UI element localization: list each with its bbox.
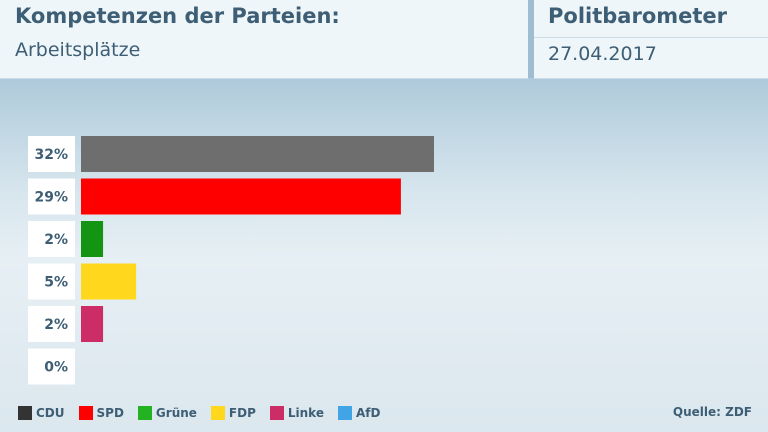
- value-label-cdu: 32%: [34, 147, 68, 163]
- header-divider: [528, 0, 534, 78]
- bar-cdu: [81, 136, 434, 172]
- legend-label-spd: SPD: [96, 406, 124, 420]
- legend-swatch-gr-ne: [137, 406, 152, 420]
- value-label-afd: 0%: [44, 360, 68, 376]
- header-rule: [534, 37, 768, 38]
- survey-date: 27.04.2017: [548, 43, 657, 65]
- legend-swatch-spd: [78, 406, 93, 420]
- bar-fdp: [81, 263, 137, 300]
- bar-spd: [81, 178, 401, 215]
- legend-swatch-cdu: [18, 406, 32, 420]
- legend-swatch-linke: [269, 406, 284, 420]
- bar-linke: [81, 306, 104, 342]
- legend-item-gr-ne: Grüne: [137, 406, 197, 420]
- value-label-fdp: 5%: [44, 275, 68, 291]
- legend-swatch-fdp: [210, 406, 225, 420]
- header-title-panel: Kompetenzen der Parteien: Arbeitsplätze: [0, 0, 528, 79]
- legend-label-afd: AfD: [355, 406, 381, 420]
- value-label-linke: 2%: [44, 317, 68, 333]
- value-label-box-fdp: [28, 263, 75, 300]
- legend-label-fdp: FDP: [228, 406, 256, 420]
- bar-gr-ne: [81, 221, 104, 257]
- legend-item-spd: SPD: [78, 406, 124, 420]
- value-label-gr-ne: 2%: [44, 232, 68, 248]
- legend-item-linke: Linke: [269, 406, 324, 420]
- value-label-spd: 29%: [34, 190, 68, 206]
- chart-subtitle: Arbeitsplätze: [15, 39, 141, 61]
- value-label-box-spd: [28, 178, 75, 215]
- legend-label-cdu: CDU: [36, 406, 65, 420]
- legend-item-afd: AfD: [337, 406, 381, 420]
- legend-label-linke: Linke: [287, 406, 324, 420]
- value-label-box-afd: [28, 348, 75, 385]
- header-brand-panel: Politbarometer 27.04.2017: [534, 0, 768, 79]
- legend-item-fdp: FDP: [210, 406, 256, 420]
- brand-title: Politbarometer: [548, 4, 728, 28]
- legend-swatch-afd: [337, 406, 352, 420]
- value-label-box-linke: [28, 306, 75, 342]
- legend-item-cdu: CDU: [18, 406, 65, 420]
- source-note: Quelle: ZDF: [672, 405, 752, 419]
- legend-label-gr-ne: Grüne: [155, 406, 197, 420]
- legend: CDU SPD Grüne FDP Linke AfD: [18, 405, 394, 421]
- value-label-box-gr-ne: [28, 221, 75, 257]
- value-label-box-cdu: [28, 136, 75, 172]
- chart-title: Kompetenzen der Parteien:: [15, 4, 340, 28]
